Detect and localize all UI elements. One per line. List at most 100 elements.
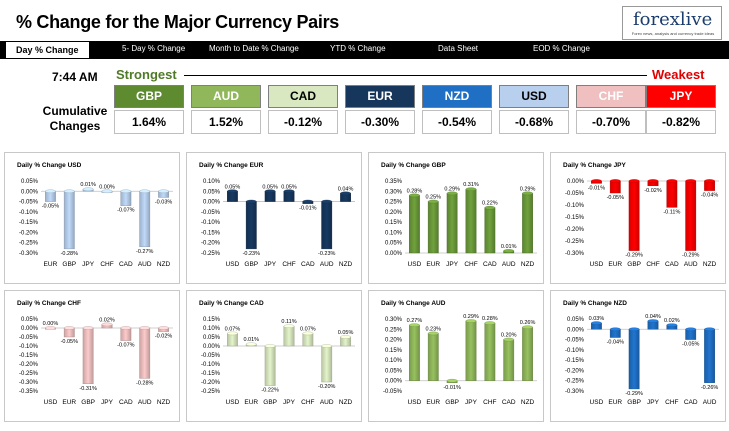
y-tick-label: -0.20% (19, 230, 39, 236)
data-label: -0.20% (318, 384, 336, 390)
bar-cap (591, 321, 602, 325)
y-tick-label: 0.05% (203, 335, 221, 341)
bar-cap (139, 326, 151, 330)
bar-cap (591, 179, 602, 183)
bar-cap (427, 199, 439, 204)
tab-data-sheet[interactable]: Data Sheet (438, 44, 479, 53)
data-label: -0.29% (625, 253, 643, 259)
data-label: 0.23% (425, 326, 441, 332)
chart-svg: Daily % Change NZD 0.05% 0.00% -0.05% -0.10%… (563, 300, 719, 406)
bar-nzd (522, 327, 533, 381)
tab-ytd-change[interactable]: YTD % Change (330, 44, 386, 53)
chart-svg: Daily % Change CHF 0.05% 0.00% -0.05% -0.10%… (17, 300, 173, 406)
bar-aud (139, 327, 151, 379)
category-label: AUD (320, 261, 334, 268)
data-label: -0.01% (299, 206, 317, 212)
data-label: 0.31% (463, 182, 479, 188)
bar-cap (139, 189, 151, 194)
currency-change-usd: -0.68% (499, 110, 569, 134)
y-tick-label: 0.10% (203, 179, 221, 185)
weakest-label: Weakest (652, 67, 705, 82)
bar-jpy (446, 193, 458, 254)
bar-cap (409, 193, 420, 198)
category-label: CHF (301, 399, 314, 406)
category-label: USD (408, 261, 422, 268)
category-label: CHF (464, 261, 477, 268)
chart-svg: Daily % Change JPY 0.00% -0.05% -0.10% -0.15… (563, 162, 719, 268)
y-tick-label: -0.30% (19, 380, 39, 386)
category-label: CAD (119, 399, 133, 406)
data-label: 0.29% (520, 186, 536, 192)
bar-cap (264, 189, 276, 194)
category-label: EUR (62, 399, 76, 406)
currency-code-aud: AUD (191, 85, 261, 108)
bar-cap (227, 189, 238, 194)
tab-month-to-date-change[interactable]: Month to Date % Change (209, 44, 299, 53)
chart-svg: Daily % Change EUR 0.10% 0.05% 0.00% -0.05% -… (199, 162, 355, 268)
tab-day-change[interactable]: Day % Change (6, 42, 89, 58)
y-tick-label: -0.25% (201, 389, 221, 395)
tab-5-day-change[interactable]: 5- Day % Change (122, 44, 186, 53)
y-tick-label: -0.20% (565, 368, 585, 374)
bar-aud (704, 329, 715, 383)
category-label: JPY (264, 261, 277, 268)
y-tick-label: 0.30% (385, 317, 403, 323)
category-label: NZD (703, 261, 717, 268)
strongest-label: Strongest (116, 67, 177, 82)
bar-cap (647, 179, 659, 183)
data-label: 0.00% (99, 184, 115, 190)
data-label: 0.11% (281, 319, 296, 325)
y-tick-label: 0.15% (385, 348, 403, 354)
category-label: NZD (157, 261, 171, 268)
y-tick-label: 0.10% (385, 358, 403, 364)
chart-svg: Daily % Change CAD 0.15% 0.10% 0.05% 0.00% -0… (199, 300, 355, 406)
bar-cap (302, 199, 314, 204)
y-tick-label: 0.05% (203, 189, 221, 195)
y-tick-label: -0.05% (201, 353, 221, 359)
bar-cap (609, 179, 621, 183)
bar-usd (409, 195, 420, 254)
data-label: 0.29% (463, 314, 479, 320)
bar-cad (503, 339, 515, 381)
y-tick-label: -0.05% (565, 338, 585, 344)
y-tick-label: -0.20% (19, 362, 39, 368)
chart-svg: Daily % Change USD0.05%0.00%-0.05%-0.10%… (17, 162, 173, 268)
y-tick-label: 0.05% (385, 241, 403, 247)
category-label: EUR (608, 261, 622, 268)
forexlive-logo[interactable]: forexlive Forex news, analysis and curre… (622, 6, 722, 40)
chart-panel-1: Daily % Change EUR 0.10% 0.05% 0.00% -0.05% -… (186, 152, 362, 284)
bar-cap (321, 199, 333, 204)
data-label: -0.31% (79, 386, 97, 392)
chart-title: Daily % Change CAD (199, 300, 264, 307)
bar-cap (647, 319, 659, 323)
data-label: 0.07% (300, 326, 316, 332)
category-label: NZD (339, 261, 353, 268)
data-label: 0.27% (407, 318, 423, 324)
tab-eod-change[interactable]: EOD % Change (533, 44, 590, 53)
data-label: -0.03% (155, 199, 173, 205)
timestamp: 7:44 AM (52, 70, 98, 84)
bar-cap (666, 323, 678, 327)
currency-change-cad: -0.12% (268, 110, 338, 134)
category-label: GBP (244, 261, 258, 268)
currency-change-jpy: -0.82% (646, 110, 716, 134)
data-label: 0.28% (482, 316, 498, 322)
y-tick-label: 0.05% (21, 317, 39, 323)
chart-panel-4: Daily % Change CHF 0.05% 0.00% -0.05% -0.10%… (4, 290, 180, 422)
y-tick-label: 0.20% (385, 210, 403, 216)
bar-cap (446, 378, 458, 383)
currency-code-gbp: GBP (114, 85, 184, 108)
chart-panel-7: Daily % Change NZD 0.05% 0.00% -0.05% -0.10%… (550, 290, 726, 422)
bar-cap (101, 322, 113, 327)
category-label: CAD (119, 261, 133, 268)
data-label: -0.27% (136, 249, 154, 255)
data-label: -0.02% (644, 188, 662, 194)
category-label: GBP (62, 261, 76, 268)
bar-cap (609, 327, 621, 332)
y-tick-label: -0.30% (19, 251, 39, 257)
y-tick-label: -0.10% (565, 203, 585, 209)
chart-panel-6: Daily % Change AUD 0.30% 0.25% 0.20% 0.15% 0.… (368, 290, 544, 422)
category-label: AUD (502, 261, 516, 268)
chart-svg: Daily % Change AUD 0.30% 0.25% 0.20% 0.15% 0.… (381, 300, 537, 406)
data-label: 0.00% (43, 321, 59, 327)
